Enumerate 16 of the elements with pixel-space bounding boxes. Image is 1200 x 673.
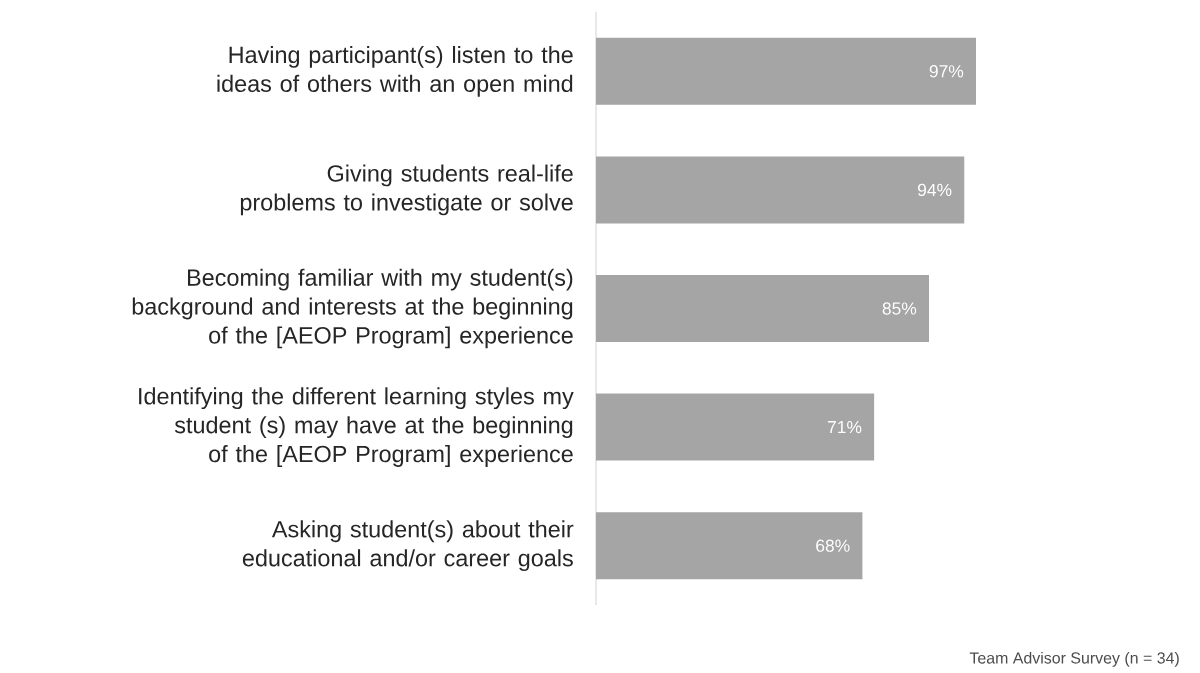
data-label: 68% xyxy=(816,539,850,552)
bar xyxy=(596,37,977,105)
bar xyxy=(596,393,875,461)
data-label: 97% xyxy=(929,65,964,78)
text: Team Advisor Survey (n = 34) xyxy=(969,651,1179,667)
bar xyxy=(596,512,863,580)
bar xyxy=(596,156,965,224)
data-label: 94% xyxy=(917,183,952,197)
y-tick-label: Giving students real-life problems to investigate or solve xyxy=(240,164,573,216)
y-tick-label: Identifying the different learning styles my student (s) may have at the beginning of the [AEOP Program] experience xyxy=(139,387,574,467)
y-tick-label: Asking student(s) about their educational and/or career goals xyxy=(242,520,574,572)
data-label: 85% xyxy=(882,302,917,315)
y-tick-label: Having participant(s) listen to the ideas of others with an open mind xyxy=(217,45,573,97)
data-label: 71% xyxy=(827,421,862,434)
y-tick-label: Becoming familiar with my student(s) background and interests at the beginning of the [AEOP Program] experience xyxy=(132,268,573,349)
bar xyxy=(596,274,929,342)
